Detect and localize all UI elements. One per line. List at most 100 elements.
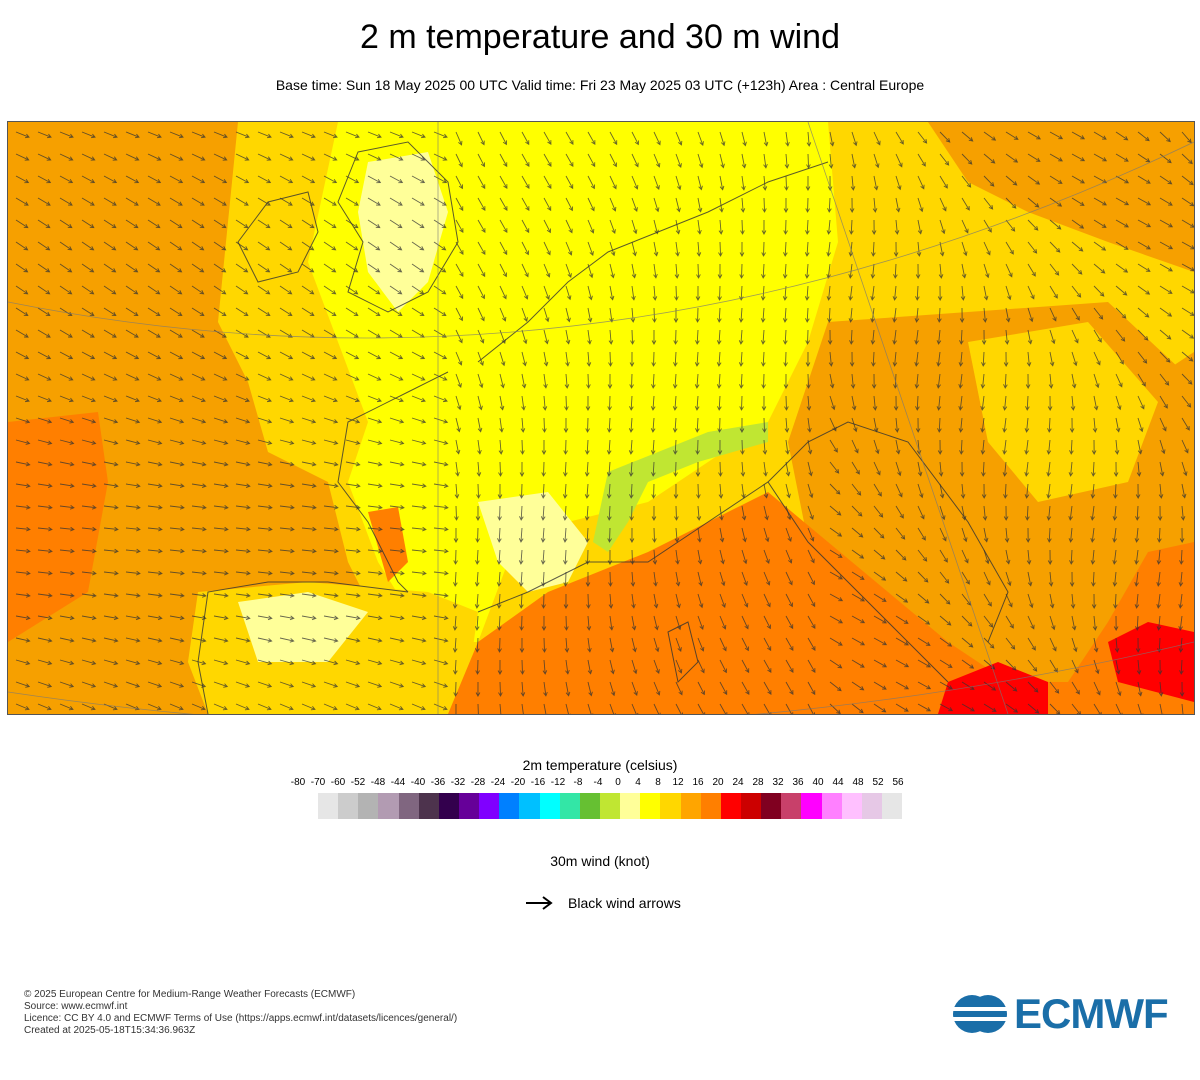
wind-arrow bbox=[499, 417, 504, 433]
wind-arrow bbox=[213, 703, 228, 711]
wind-arrow bbox=[15, 703, 30, 711]
legend-tick-label: -16 bbox=[530, 777, 546, 788]
legend-color-swatch bbox=[700, 793, 721, 819]
wind-arrow bbox=[125, 219, 139, 229]
wind-arrow bbox=[961, 153, 973, 165]
wind-arrow bbox=[673, 329, 678, 345]
wind-arrow bbox=[1049, 241, 1061, 253]
wind-arrow bbox=[37, 703, 52, 711]
wind-arrow bbox=[169, 263, 183, 273]
wind-arrow bbox=[1179, 527, 1185, 543]
wind-arrow bbox=[741, 131, 747, 147]
wind-arrow bbox=[235, 593, 251, 598]
wind-arrow bbox=[895, 571, 908, 582]
wind-arrow bbox=[1027, 681, 1039, 693]
wind-arrow bbox=[1049, 153, 1063, 162]
graticule bbox=[8, 122, 1194, 714]
wind-arrow bbox=[873, 461, 881, 476]
wind-arrow bbox=[301, 219, 315, 229]
wind-arrow bbox=[718, 241, 723, 257]
wind-arrow bbox=[1093, 153, 1108, 162]
wind-arrow bbox=[741, 703, 750, 714]
wind-arrow bbox=[169, 637, 185, 643]
wind-arrow bbox=[1024, 483, 1030, 499]
wind-arrow bbox=[147, 548, 163, 554]
wind-arrow bbox=[542, 417, 547, 433]
wind-arrow bbox=[806, 131, 812, 147]
wind-arrow bbox=[763, 681, 772, 695]
wind-arrow bbox=[213, 241, 227, 251]
wind-arrow bbox=[191, 659, 207, 666]
legend-color-swatch bbox=[499, 793, 520, 819]
wind-arrow bbox=[828, 153, 834, 169]
wind-arrow bbox=[279, 131, 294, 139]
wind-arrow bbox=[542, 395, 548, 411]
wind-arrow bbox=[323, 505, 339, 510]
wind-arrow bbox=[1091, 593, 1097, 609]
wind-arrow bbox=[763, 615, 771, 630]
wind-arrow bbox=[739, 373, 744, 389]
wind-arrow bbox=[851, 439, 859, 454]
wind-arrow bbox=[1046, 483, 1051, 499]
wind-arrow bbox=[917, 219, 923, 235]
wind-arrow bbox=[499, 395, 505, 411]
temperature-zone-light-yellow-uk bbox=[358, 152, 448, 312]
wind-arrow bbox=[1071, 285, 1082, 298]
wind-arrow bbox=[1005, 197, 1017, 209]
wind-arrow bbox=[103, 241, 117, 251]
wind-arrow bbox=[367, 526, 383, 532]
wind-arrow bbox=[1112, 505, 1118, 521]
wind-arrow bbox=[475, 527, 480, 543]
wind-arrow bbox=[213, 307, 227, 317]
temperature-color-bar bbox=[318, 793, 903, 819]
wind-arrow bbox=[892, 285, 898, 301]
wind-arrow bbox=[807, 659, 816, 673]
wind-arrow bbox=[301, 703, 316, 711]
wind-arrow bbox=[672, 373, 678, 389]
wind-arrow bbox=[455, 351, 463, 366]
wind-arrow bbox=[760, 329, 766, 345]
wind-arrow bbox=[805, 329, 810, 345]
wind-arrow bbox=[345, 439, 361, 445]
wind-arrow bbox=[631, 241, 637, 257]
wind-arrow bbox=[191, 548, 207, 554]
wind-arrow bbox=[873, 637, 888, 646]
wind-arrow bbox=[518, 549, 524, 565]
wind-arrow bbox=[235, 703, 250, 711]
wind-arrow bbox=[827, 197, 832, 213]
wind-arrow bbox=[1002, 461, 1008, 477]
wind-arrow bbox=[587, 197, 595, 212]
wind-arrow bbox=[804, 263, 810, 279]
wind-arrow bbox=[763, 153, 768, 169]
wind-arrow bbox=[675, 219, 681, 235]
wind-arrow bbox=[827, 307, 832, 323]
wind-arrow bbox=[1027, 329, 1033, 345]
wind-arrow bbox=[851, 483, 862, 496]
wind-arrow bbox=[937, 417, 942, 433]
wind-arrow bbox=[1091, 439, 1097, 455]
wind-arrow bbox=[257, 703, 272, 711]
wind-arrow bbox=[958, 417, 964, 433]
wind-arrow bbox=[738, 351, 744, 367]
wind-arrow bbox=[542, 637, 547, 653]
wind-arrow bbox=[961, 131, 974, 142]
wind-arrow bbox=[103, 263, 117, 273]
wind-arrow bbox=[367, 417, 383, 424]
wind-arrow bbox=[323, 241, 337, 251]
wind-arrow bbox=[829, 439, 838, 453]
wind-arrow bbox=[15, 593, 31, 598]
wind-arrow bbox=[653, 703, 661, 714]
wind-arrow bbox=[1027, 153, 1041, 162]
wind-arrow bbox=[345, 659, 361, 666]
wind-arrow bbox=[672, 417, 678, 433]
wind-arrow bbox=[1181, 197, 1194, 207]
wind-arrow bbox=[607, 417, 612, 433]
wind-arrow bbox=[1005, 219, 1016, 232]
wind-arrow bbox=[498, 461, 503, 477]
wind-arrow bbox=[81, 570, 97, 576]
wind-arrow bbox=[279, 505, 295, 510]
wind-arrow bbox=[147, 153, 162, 161]
wind-arrow bbox=[631, 263, 637, 279]
wind-arrow bbox=[37, 307, 51, 317]
wind-arrow bbox=[15, 219, 29, 229]
